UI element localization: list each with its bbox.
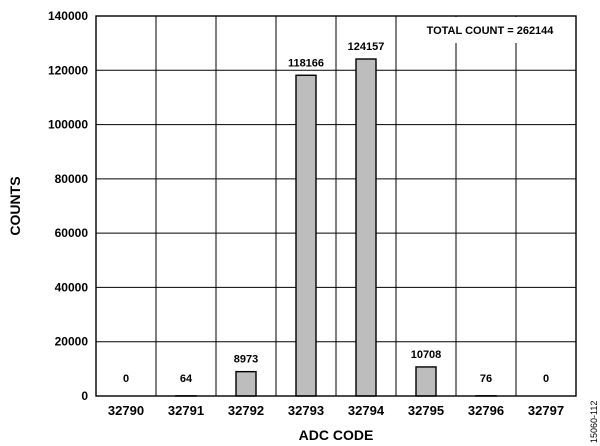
grid-lines bbox=[96, 16, 576, 396]
y-tick-label: 80000 bbox=[55, 172, 89, 186]
y-tick-labels: 0 20000 40000 60000 80000 100000 120000 140000 bbox=[48, 9, 88, 403]
bars bbox=[175, 58, 497, 397]
x-tick-label: 32796 bbox=[468, 403, 504, 418]
annotation-background bbox=[406, 17, 575, 43]
annotation-box: TOTAL COUNT = 262144 bbox=[406, 17, 575, 43]
bar-value-label: 64 bbox=[180, 373, 193, 385]
bar-value-label: 8973 bbox=[234, 354, 258, 366]
y-tick-label: 140000 bbox=[48, 9, 88, 23]
x-tick-label: 32791 bbox=[168, 403, 204, 418]
x-axis-label: ADC CODE bbox=[299, 427, 374, 443]
plot-frame bbox=[95, 15, 577, 397]
figure-id: 15060-112 bbox=[589, 401, 599, 443]
total-count-annotation: TOTAL COUNT = 262144 bbox=[427, 25, 555, 37]
bar-value-label: 124157 bbox=[348, 41, 385, 53]
bar-value-label: 0 bbox=[543, 373, 549, 385]
x-tick-label: 32795 bbox=[408, 403, 444, 418]
bar-32795 bbox=[415, 366, 437, 397]
bar-value-label: 76 bbox=[480, 373, 492, 385]
y-tick-label: 20000 bbox=[55, 335, 89, 349]
x-tick-label: 32793 bbox=[288, 403, 324, 418]
bar-value-label: 10708 bbox=[411, 349, 442, 361]
x-tick-label: 32794 bbox=[348, 403, 385, 418]
x-tick-labels: 32790 32791 32792 32793 32794 32795 32796 32797 bbox=[108, 403, 564, 418]
y-tick-label: 40000 bbox=[55, 280, 89, 294]
x-tick-label: 32790 bbox=[108, 403, 144, 418]
y-tick-label: 0 bbox=[81, 389, 88, 403]
y-tick-label: 100000 bbox=[48, 118, 88, 132]
bar-32794 bbox=[355, 58, 377, 397]
x-tick-label: 32797 bbox=[528, 403, 564, 418]
y-tick-label: 120000 bbox=[48, 63, 88, 77]
y-axis-label: COUNTS bbox=[7, 176, 23, 235]
bar-value-label: 118166 bbox=[288, 57, 324, 69]
bar-value-label: 0 bbox=[123, 373, 129, 385]
x-tick-label: 32792 bbox=[228, 403, 264, 418]
bar-value-labels: 0 64 8973 118166 124157 10708 76 0 bbox=[123, 41, 549, 385]
bar-32793 bbox=[295, 74, 317, 397]
y-tick-label: 60000 bbox=[55, 226, 89, 240]
bar-32792 bbox=[235, 370, 257, 397]
